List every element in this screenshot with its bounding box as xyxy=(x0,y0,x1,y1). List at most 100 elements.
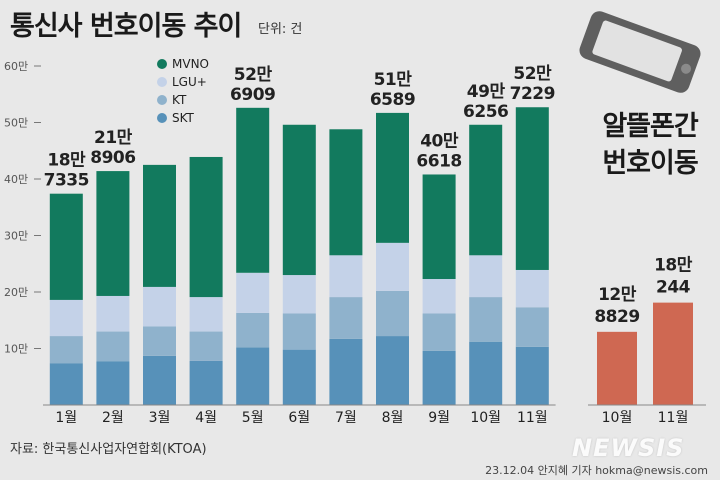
credit-line: 23.12.04 안지혜 기자 hokma@newsis.com xyxy=(485,464,708,477)
bar-skt xyxy=(143,355,176,405)
bar-mvno xyxy=(189,156,223,298)
unit-label: 단위: 건 xyxy=(258,22,303,37)
bar-skt xyxy=(189,360,223,405)
bar-kt xyxy=(96,331,130,362)
legend-marker xyxy=(157,77,167,87)
legend-marker xyxy=(157,59,167,69)
bar-kt xyxy=(515,307,549,347)
bar-skt xyxy=(236,347,270,405)
smartphone-icon xyxy=(579,11,701,93)
bar-kt xyxy=(469,297,503,342)
bar-mvno xyxy=(96,171,130,296)
total-label-line1: 52만 xyxy=(513,64,552,84)
bar-skt xyxy=(515,346,549,405)
bar-kt xyxy=(143,326,176,356)
side-title-line2: 번호이동 xyxy=(602,148,698,179)
side-value-label-line2: 8829 xyxy=(594,307,639,327)
watermark-logo: NEWSIS xyxy=(572,434,685,462)
y-tick-label: 60만 xyxy=(4,60,28,73)
total-label-line2: 6909 xyxy=(230,85,275,105)
bar-skt xyxy=(469,341,503,405)
x-tick-label: 6월 xyxy=(288,410,310,426)
y-tick-label: 20만 xyxy=(4,286,28,299)
y-tick-label: 30만 xyxy=(4,230,28,243)
side-value-label-line1: 18만 xyxy=(654,256,693,276)
x-tick-label: 4월 xyxy=(195,410,217,426)
x-tick-label: 9월 xyxy=(428,410,450,426)
side-x-tick-label: 11월 xyxy=(658,410,689,426)
x-tick-label: 11월 xyxy=(517,410,548,426)
total-label-line2: 6589 xyxy=(370,90,415,110)
side-value-label-line2: 244 xyxy=(656,278,691,298)
source-note: 자료: 한국통신사업자연합회(KTOA) xyxy=(10,442,207,457)
bar-kt xyxy=(422,313,456,351)
page-title: 통신사 번호이동 추이 xyxy=(10,11,242,42)
legend-label: LGU+ xyxy=(172,75,207,89)
bar-lguplus xyxy=(422,279,456,314)
bar-kt xyxy=(189,331,223,361)
total-label-line1: 18만 xyxy=(47,151,86,171)
x-tick-label: 7월 xyxy=(335,410,357,426)
total-label-line1: 40만 xyxy=(420,131,459,151)
y-tick-label: 50만 xyxy=(4,117,28,130)
side-chart-title: 알뜰폰간 번호이동 xyxy=(580,108,720,182)
total-label-line1: 49만 xyxy=(467,82,506,102)
bar-lguplus xyxy=(236,272,270,313)
y-tick-label: 40만 xyxy=(4,173,28,186)
bar-kt xyxy=(329,297,363,339)
bar-skt xyxy=(422,350,456,405)
total-label-line2: 7229 xyxy=(510,84,555,104)
bar-mvno xyxy=(282,124,316,276)
bar-mvno xyxy=(422,174,456,280)
side-bar xyxy=(597,331,637,405)
x-tick-label: 1월 xyxy=(55,410,77,426)
total-label-line2: 6618 xyxy=(416,151,461,171)
bar-kt xyxy=(49,336,83,364)
side-bar xyxy=(653,302,693,405)
bar-lguplus xyxy=(143,286,176,327)
bar-mvno xyxy=(329,129,363,256)
bar-mvno xyxy=(143,164,176,287)
bar-mvno xyxy=(376,112,409,243)
legend-marker xyxy=(157,113,167,123)
total-label-line2: 8906 xyxy=(90,148,135,168)
bar-skt xyxy=(376,336,409,405)
bar-lguplus xyxy=(515,269,549,308)
bar-skt xyxy=(49,363,83,405)
bar-kt xyxy=(376,290,409,337)
bar-lguplus xyxy=(282,275,316,314)
total-label-line1: 51만 xyxy=(374,70,413,90)
side-value-label-line1: 12만 xyxy=(598,285,637,305)
side-title-line1: 알뜰폰간 xyxy=(602,111,698,142)
bar-skt xyxy=(282,349,316,405)
y-tick-label: 10만 xyxy=(4,343,28,356)
bar-mvno xyxy=(469,124,503,256)
bar-skt xyxy=(329,338,363,405)
bar-kt xyxy=(236,312,270,348)
x-tick-label: 2월 xyxy=(102,410,124,426)
total-label-line1: 21만 xyxy=(94,128,133,148)
bar-mvno xyxy=(49,193,83,300)
bar-lguplus xyxy=(49,299,83,337)
legend-label: KT xyxy=(172,93,187,107)
total-label-line1: 52만 xyxy=(234,65,273,85)
x-tick-label: 10월 xyxy=(470,410,501,426)
legend-label: MVNO xyxy=(172,57,209,71)
bar-kt xyxy=(282,313,316,350)
bar-mvno xyxy=(236,107,270,273)
x-tick-label: 3월 xyxy=(149,410,171,426)
legend-label: SKT xyxy=(172,111,195,125)
legend-marker xyxy=(157,95,167,105)
total-label-line2: 7335 xyxy=(44,171,89,191)
bar-lguplus xyxy=(189,297,223,332)
bar-lguplus xyxy=(329,255,363,298)
bar-lguplus xyxy=(376,242,409,291)
bar-mvno xyxy=(515,107,549,270)
x-tick-label: 5월 xyxy=(242,410,264,426)
total-label-line2: 6256 xyxy=(463,102,508,122)
bar-skt xyxy=(96,361,130,405)
bar-lguplus xyxy=(469,255,503,298)
side-x-tick-label: 10월 xyxy=(602,410,633,426)
x-tick-label: 8월 xyxy=(382,410,404,426)
